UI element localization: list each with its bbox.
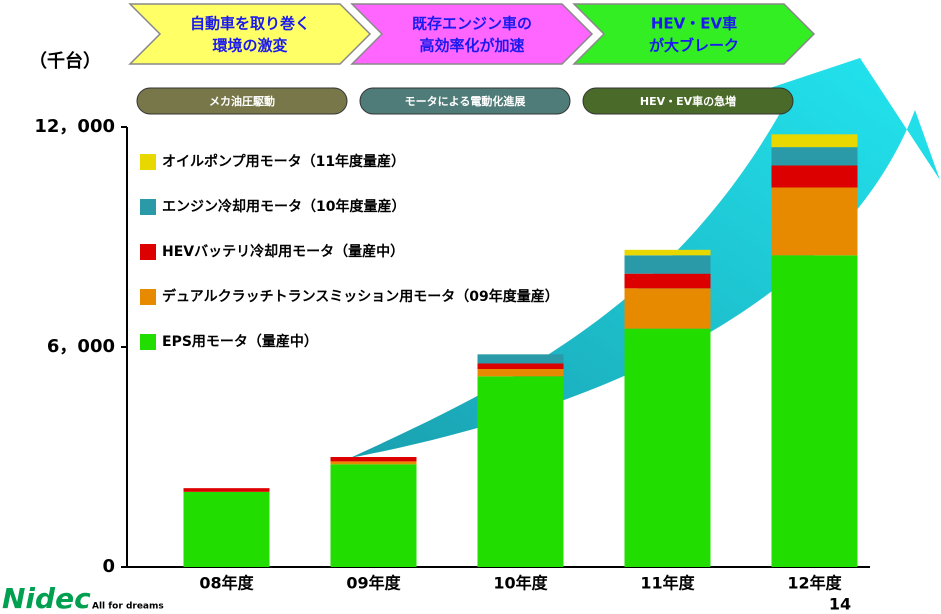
page-number: 14 [829,595,851,614]
bar-segment [330,457,417,462]
bar-segment [624,328,711,567]
bar-segment [624,249,711,256]
legend-swatch [140,199,156,215]
phase-pill [136,87,348,115]
bar-segment [624,288,711,329]
x-tick-label: 11年度 [640,574,695,593]
legend-swatch [140,244,156,260]
phase-pill [359,87,571,115]
legend-swatch [140,334,156,350]
banner-arrow [128,3,372,65]
phase-label: HEV・EV車の急増 [640,94,736,108]
banner-text: 既存エンジン車の [412,15,532,33]
bar-segment [183,488,270,492]
bar-segment [771,187,858,256]
x-tick-label: 10年度 [493,574,548,593]
x-tick-label: 08年度 [199,574,254,593]
bar-segment [771,165,858,188]
legend-label: オイルポンプ用モータ（11年度量産） [162,153,405,170]
bar-segment [183,491,270,567]
x-tick-label: 09年度 [346,574,401,593]
phase-label: メカ油圧駆動 [209,94,275,108]
unit-label: （千台） [29,50,101,72]
y-tick-label: 6，000 [47,336,115,357]
banner-arrow [572,3,816,65]
legend-label: HEVバッテリ冷却用モータ（量産中） [162,243,404,260]
phase-label: モータによる電動化進展 [405,94,527,108]
x-tick-label: 12年度 [787,574,842,593]
banner-text: 環境の激変 [212,37,287,55]
legend-label: エンジン冷却用モータ（10年度量産） [162,198,405,215]
legend-swatch [140,154,156,170]
bar-segment [771,147,858,166]
banner-text: が大ブレーク [649,37,739,55]
phase-pill [582,87,794,115]
bar-segment [477,376,564,567]
y-tick-label: 0 [102,556,115,577]
bar-segment [771,255,858,568]
banner-text: HEV・EV車 [651,15,737,33]
bar-segment [477,369,564,377]
bar-segment [330,464,417,567]
bar-segment [624,255,711,274]
banner-text: 自動車を取り巻く [190,15,310,33]
banner-arrow [350,3,594,65]
banner-text: 高効率化が加速 [419,37,524,55]
y-tick-label: 12，000 [34,116,115,137]
tagline: All for dreams [92,602,164,612]
bar-segment [477,363,564,369]
logo: Nidec [2,582,91,614]
bar-segment [477,354,564,364]
bar-segment [330,461,417,465]
legend-label: デュアルクラッチトランスミッション用モータ（09年度量産） [162,288,559,305]
legend-swatch [140,289,156,305]
bar-segment [624,273,711,289]
legend-label: EPS用モータ（量産中） [162,333,318,350]
bar-segment [771,134,858,148]
